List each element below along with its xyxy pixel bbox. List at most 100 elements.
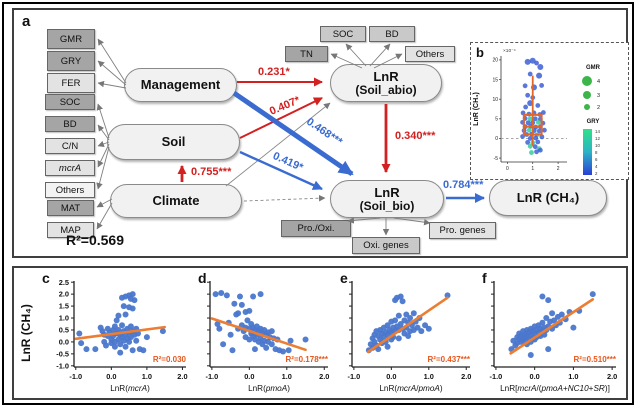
svg-text:-1.0: -1.0: [205, 372, 218, 381]
box-gmr: GMR: [47, 29, 95, 49]
coef-climate-soil: 0.755***: [191, 166, 232, 178]
coef-management-soilbio: 0.468***: [304, 115, 345, 149]
svg-text:14: 14: [595, 129, 600, 134]
svg-text:2: 2: [597, 105, 600, 111]
box-others-top: Others: [405, 46, 455, 62]
panel-letter-b: b: [476, 45, 484, 60]
svg-text:0.5: 0.5: [59, 326, 69, 335]
svg-text:R²=0.510***: R²=0.510***: [574, 355, 617, 364]
line-abio-bd: [369, 43, 391, 67]
box-bd-left: BD: [45, 116, 95, 132]
svg-text:-5: -5: [494, 156, 499, 162]
svg-text:0.0: 0.0: [59, 338, 69, 347]
svg-text:2: 2: [595, 171, 598, 176]
oval-lnr-ch4-label: LnR (CH₄): [516, 190, 580, 206]
svg-text:LnR (CH₄): LnR (CH₄): [473, 92, 480, 126]
svg-text:1.0: 1.0: [424, 372, 434, 381]
panel-e-scatter-chart: -1.0 0.0 1.0 2.0 R²=0.437*** LnR(mcrA/pmoA): [347, 281, 471, 393]
svg-text:1.0: 1.0: [142, 372, 152, 381]
box-pro-oxi: Pro./Oxi.: [281, 220, 351, 237]
line-management-fer: [97, 80, 127, 89]
svg-text:R²=0.437***: R²=0.437***: [428, 355, 471, 364]
oval-lnr-ch4: LnR (CH₄): [489, 180, 607, 216]
box-tn: TN: [285, 46, 328, 62]
svg-text:15: 15: [492, 77, 498, 83]
oval-soil-bio-line2: (Soil_bio): [359, 198, 415, 213]
panel-letter-c: c: [42, 270, 50, 286]
svg-text:2.0: 2.0: [59, 290, 69, 299]
box-pro-genes: Pro. genes: [429, 222, 496, 239]
svg-text:-0.5: -0.5: [56, 349, 69, 358]
svg-text:10: 10: [595, 143, 600, 148]
coef-management-soilabio: 0.231*: [258, 66, 290, 78]
svg-text:4: 4: [597, 79, 600, 85]
panel-f: f -1.0 0.0 1.0 2.0 R²=0.510*** LnR[mcrA/(pmoA…: [480, 268, 626, 398]
svg-text:5: 5: [495, 117, 498, 123]
svg-text:2.0: 2.0: [607, 372, 617, 381]
panel-f-scatter-chart: -1.0 0.0 1.0 2.0 R²=0.510*** LnR[mcrA/(pmoA+N…: [490, 281, 617, 393]
svg-text:R²=0.178***: R²=0.178***: [286, 355, 329, 364]
svg-text:0.0: 0.0: [106, 372, 116, 381]
svg-text:20: 20: [492, 58, 498, 64]
svg-text:LnR(pmoA): LnR(pmoA): [248, 384, 290, 393]
svg-text:6: 6: [595, 157, 598, 162]
line-abio-soc: [345, 43, 367, 67]
svg-text:12: 12: [595, 136, 600, 141]
panel-letter-e: e: [340, 270, 348, 286]
svg-text:1.0: 1.0: [282, 372, 292, 381]
svg-text:2.0: 2.0: [461, 372, 471, 381]
oval-lnr-soil-bio: LnR (Soil_bio): [330, 180, 444, 218]
oval-climate: Climate: [110, 184, 242, 218]
svg-text:LnR[mcrA/(pmoA+NC10+SR)]: LnR[mcrA/(pmoA+NC10+SR)]: [500, 384, 610, 393]
coef-soil-soilbio: 0.419*: [270, 150, 305, 174]
box-others-left: Others: [45, 182, 95, 198]
box-soc-left: SOC: [45, 94, 95, 110]
line-bio-prooxi: [347, 217, 381, 224]
panel-a-sem-diagram: a GMR GRY FER SOC BD C/N mcrA Others MAT…: [12, 8, 629, 258]
svg-text:1.0: 1.0: [568, 372, 578, 381]
oval-management-label: Management: [140, 77, 221, 93]
svg-text:2.0: 2.0: [319, 372, 329, 381]
line-management-gry: [97, 60, 127, 86]
panel-d-scatter-chart: -1.0 0.0 1.0 2.0 R²=0.178*** LnR(pmoA): [205, 281, 329, 393]
panel-e: e -1.0 0.0 1.0 2.0 R²=0.437*** LnR(mcrA/pmoA): [338, 268, 480, 398]
svg-text:GMR: GMR: [586, 65, 601, 71]
box-mcra: mcrA: [45, 160, 95, 176]
box-cn: C/N: [45, 138, 95, 154]
line-management-gmr: [97, 38, 127, 84]
panel-letter-f: f: [482, 270, 487, 286]
svg-text:LnR(mcrA): LnR(mcrA): [110, 384, 150, 393]
svg-text:0: 0: [495, 136, 498, 142]
coef-soil-soilabio: 0.407*: [267, 94, 302, 118]
svg-text:1.0: 1.0: [59, 314, 69, 323]
svg-text:2: 2: [557, 166, 560, 172]
svg-text:10: 10: [492, 97, 498, 103]
svg-text:0: 0: [506, 166, 509, 172]
panel-c: c 2.5 2.0 1.5 1.0 0.5 0.0 -0.5 -1.0 -1.0 0.0 1.0 2.…: [38, 268, 196, 398]
panel-cdef-scatter-row: LnR (CH₄) c 2.5 2.0 1.5 1.0 0.5 0.0 -0.5 -1.0 -1…: [12, 266, 628, 400]
panel-letter-a: a: [22, 13, 31, 30]
box-oxi-genes: Oxi. genes: [352, 237, 420, 254]
box-gry: GRY: [47, 51, 95, 71]
shared-y-axis-title: LnR (CH₄): [19, 304, 34, 362]
oval-management: Management: [124, 68, 237, 102]
svg-text:-1.0: -1.0: [347, 372, 360, 381]
svg-text:LnR(mcrA/pmoA): LnR(mcrA/pmoA): [379, 384, 443, 393]
oval-soil-bio-line1: LnR: [374, 184, 400, 200]
svg-text:2.0: 2.0: [177, 372, 187, 381]
svg-text:2.5: 2.5: [59, 278, 69, 287]
svg-text:-1.0: -1.0: [56, 361, 69, 370]
svg-text:1.5: 1.5: [59, 302, 69, 311]
svg-text:3: 3: [597, 93, 600, 99]
svg-text:×10⁻⁴: ×10⁻⁴: [503, 48, 516, 54]
oval-lnr-soil-abio: LnR (Soil_abio): [330, 64, 442, 102]
svg-text:0.0: 0.0: [244, 372, 254, 381]
panel-d: d -1.0 0.0 1.0 2.0 R²=0.178*** LnR(pmoA): [196, 268, 338, 398]
oval-soil-label: Soil: [161, 134, 186, 150]
model-r-squared: R²=0.569: [66, 232, 124, 248]
svg-text:-1.0: -1.0: [69, 372, 82, 381]
svg-text:R²=0.030: R²=0.030: [153, 355, 187, 364]
svg-text:GRY: GRY: [587, 119, 600, 125]
